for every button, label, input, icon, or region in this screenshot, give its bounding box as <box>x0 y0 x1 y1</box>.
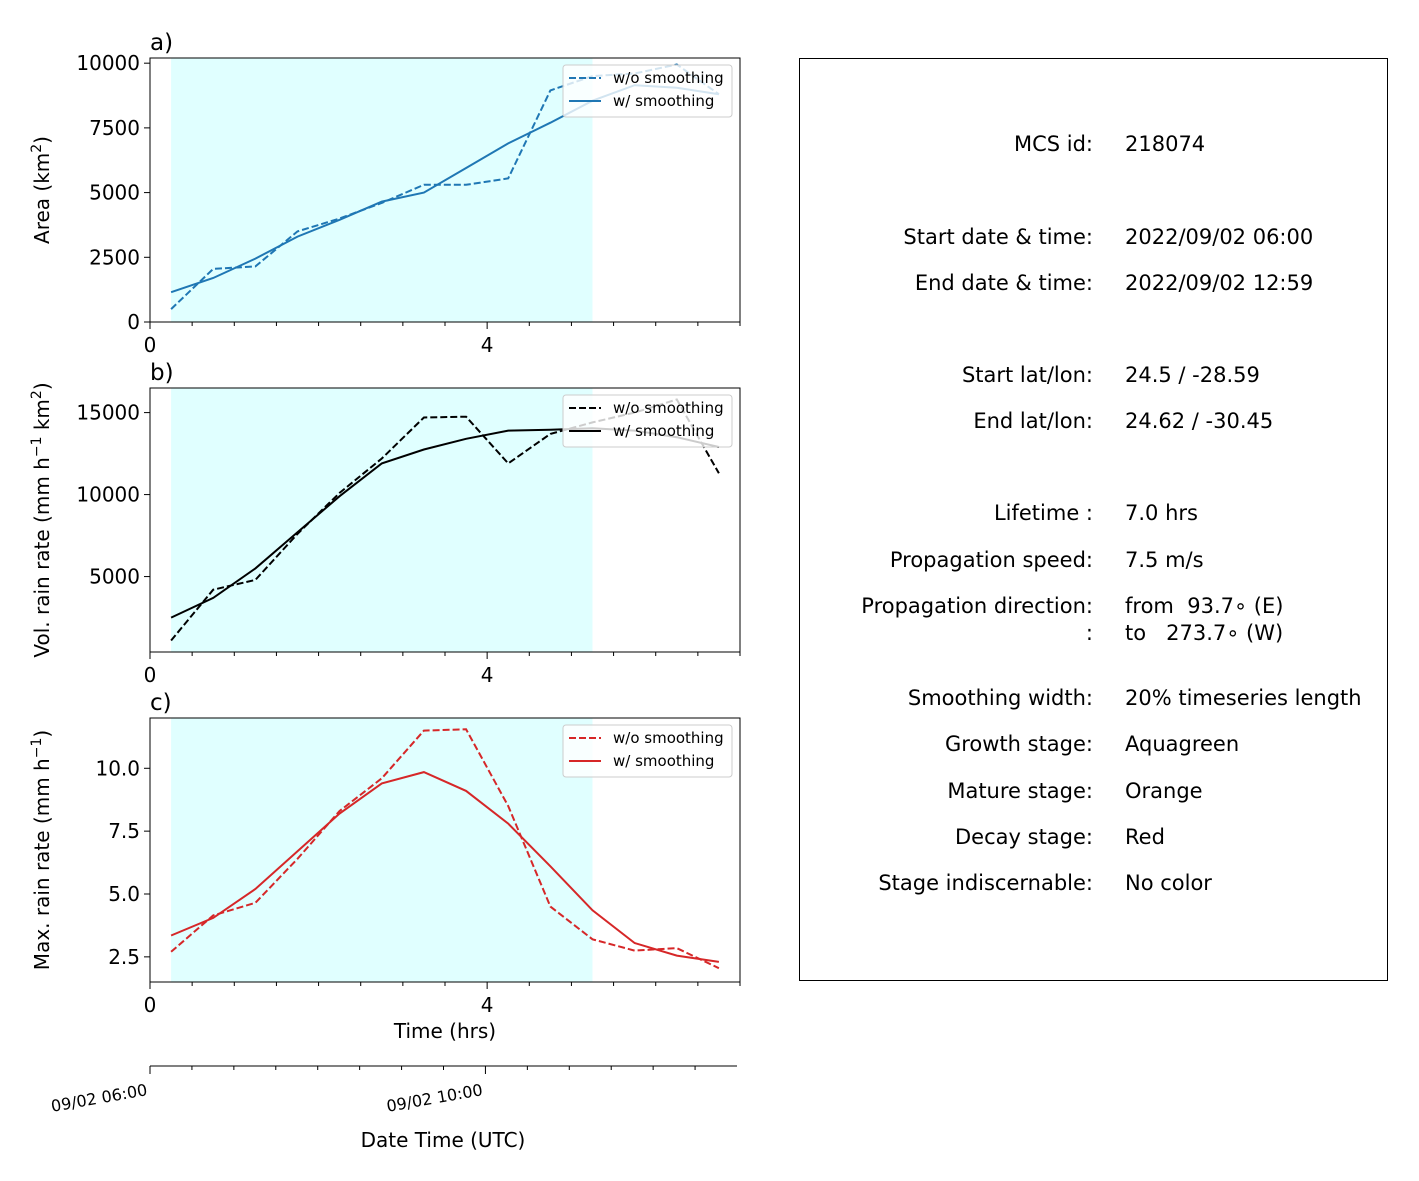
info-label: Stage indiscernable: <box>878 871 1093 895</box>
legend: w/o smoothing w/ smoothing <box>562 724 733 778</box>
info-value: 2022/09/02 12:59 <box>1125 271 1314 295</box>
series-line-raw <box>170 398 720 642</box>
info-label: Smoothing width: <box>907 686 1093 710</box>
panel-label: c) <box>150 690 172 716</box>
y-tick-label: 10000 <box>76 483 140 507</box>
info-label: Growth stage: <box>944 732 1093 756</box>
info-label: Propagation direction: <box>861 594 1093 618</box>
datetime-tick-label: 09/02 06:00 <box>50 1080 149 1116</box>
datetime-axis: 09/02 06:00 09/02 10:00 Date Time (UTC) <box>50 1065 737 1152</box>
y-tick-label: 10000 <box>76 51 140 75</box>
x-tick-label: 0 <box>144 663 157 687</box>
legend: w/o smoothing w/ smoothing <box>562 394 733 448</box>
info-value: 24.5 / -28.59 <box>1125 363 1260 387</box>
info-value: to 273.7∘ (W) <box>1125 621 1284 645</box>
info-label: Decay stage: <box>955 825 1093 849</box>
info-value: Aquagreen <box>1125 732 1240 756</box>
panel-label: b) <box>150 360 174 386</box>
y-axis-label: Max. rain rate (mm h−1) <box>29 730 54 970</box>
datetime-axis-label: Date Time (UTC) <box>361 1128 526 1152</box>
x-tick-label: 4 <box>481 993 494 1017</box>
legend-label: w/ smoothing <box>613 422 714 440</box>
legend-label: w/o smoothing <box>613 399 724 417</box>
y-tick-label: 7500 <box>89 116 140 140</box>
legend-box <box>562 64 733 118</box>
info-label: Start date & time: <box>903 225 1093 249</box>
info-label: MCS id: <box>1013 132 1093 156</box>
series-line-raw <box>170 728 720 970</box>
chart-panel-1: 0 2500 5000 7500 10000 0 4 a) Area (km2) w/o smoo… <box>29 30 741 357</box>
y-axis-label: Area (km2) <box>29 136 54 244</box>
mcs-info-panel: MCS id: 218074 Start date & time: 2022/0… <box>799 58 1388 981</box>
info-value: Orange <box>1125 779 1203 803</box>
legend-box <box>562 724 733 778</box>
panel-label: a) <box>150 30 173 56</box>
legend-label: w/ smoothing <box>613 92 714 110</box>
info-value: 20% timeseries length <box>1125 686 1362 710</box>
info-value: 7.5 m/s <box>1125 548 1204 572</box>
series-line-smoothed <box>170 771 720 963</box>
stage-shading <box>171 58 593 322</box>
info-value: from 93.7∘ (E) <box>1125 594 1284 618</box>
y-tick-label: 5000 <box>89 565 140 589</box>
stage-shading <box>171 718 593 982</box>
legend-box <box>562 394 733 448</box>
y-tick-label: 15000 <box>76 401 140 425</box>
chart-panel-3: 2.5 5.0 7.5 10.0 0 4 c) Max. rain rate (mm h−1)… <box>29 690 741 1043</box>
x-tick-label: 0 <box>144 333 157 357</box>
info-label: End date & time: <box>914 271 1093 295</box>
legend-label: w/ smoothing <box>613 752 714 770</box>
info-value: 7.0 hrs <box>1125 501 1198 525</box>
info-value: Red <box>1125 825 1165 849</box>
info-value: 24.62 / -30.45 <box>1125 409 1274 433</box>
info-value: 2022/09/02 06:00 <box>1125 225 1314 249</box>
info-label: End lat/lon: <box>973 409 1093 433</box>
info-value: No color <box>1125 871 1212 895</box>
y-axis-label: Vol. rain rate (mm h−1 km2) <box>29 382 54 657</box>
y-tick-label: 5.0 <box>108 882 140 906</box>
x-tick-label: 0 <box>144 993 157 1017</box>
info-label: : <box>1085 621 1093 645</box>
info-label: Start lat/lon: <box>961 363 1093 387</box>
x-axis-label: Time (hrs) <box>393 1019 496 1043</box>
legend-label: w/o smoothing <box>613 69 724 87</box>
datetime-tick-label: 09/02 10:00 <box>385 1080 484 1116</box>
y-tick-label: 10.0 <box>95 756 140 780</box>
y-tick-label: 5000 <box>89 181 140 205</box>
chart-panel-2: 5000 10000 15000 0 4 b) Vol. rain rate (mm h−1… <box>29 360 741 687</box>
y-tick-label: 2.5 <box>108 945 140 969</box>
info-label: Propagation speed: <box>889 548 1093 572</box>
info-value: 218074 <box>1125 132 1206 156</box>
y-tick-label: 7.5 <box>108 819 140 843</box>
legend-label: w/o smoothing <box>613 729 724 747</box>
y-tick-label: 2500 <box>89 245 140 269</box>
x-tick-label: 4 <box>481 663 494 687</box>
info-label: Mature stage: <box>947 779 1093 803</box>
y-tick-label: 0 <box>127 310 140 334</box>
info-label: Lifetime : <box>993 501 1093 525</box>
stage-shading <box>171 388 593 652</box>
legend: w/o smoothing w/ smoothing <box>562 64 733 118</box>
x-tick-label: 4 <box>481 333 494 357</box>
